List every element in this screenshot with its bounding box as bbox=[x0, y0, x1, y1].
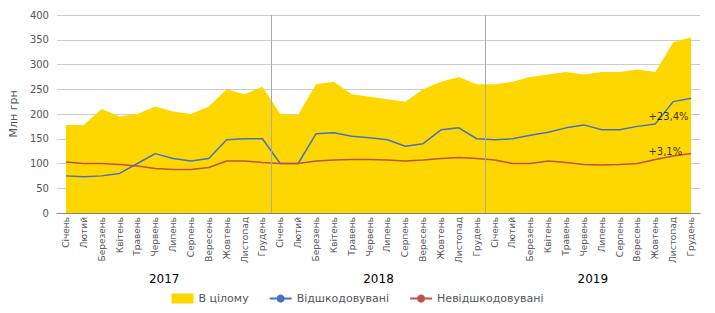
svg-text:2018: 2018 bbox=[363, 272, 394, 286]
svg-text:Серпень: Серпень bbox=[400, 217, 410, 257]
svg-text:100: 100 bbox=[30, 158, 49, 169]
svg-text:Березень: Березень bbox=[311, 217, 321, 261]
svg-text:Млн грн: Млн грн bbox=[7, 90, 20, 137]
svg-text:Лютий: Лютий bbox=[79, 217, 89, 248]
svg-text:Жовтень: Жовтень bbox=[650, 217, 660, 259]
svg-text:Червень: Червень bbox=[365, 217, 375, 256]
svg-text:50: 50 bbox=[36, 183, 49, 194]
svg-text:Липень: Липень bbox=[168, 217, 178, 252]
svg-text:200: 200 bbox=[30, 109, 49, 120]
svg-text:Березень: Березень bbox=[525, 217, 535, 261]
svg-text:Жовтень: Жовтень bbox=[436, 217, 446, 259]
svg-text:Невідшкодовувані: Невідшкодовувані bbox=[437, 292, 543, 305]
svg-text:Листопад: Листопад bbox=[454, 217, 464, 263]
svg-text:Грудень: Грудень bbox=[257, 217, 267, 256]
svg-text:Жовтень: Жовтень bbox=[222, 217, 232, 259]
svg-text:300: 300 bbox=[30, 59, 49, 70]
svg-text:Серпень: Серпень bbox=[186, 217, 196, 257]
svg-text:+23,4%: +23,4% bbox=[648, 111, 688, 122]
svg-text:Січень: Січень bbox=[61, 217, 71, 248]
svg-text:Квітень: Квітень bbox=[329, 217, 339, 253]
svg-text:Квітень: Квітень bbox=[115, 217, 125, 253]
svg-text:Березень: Березень bbox=[97, 217, 107, 261]
svg-text:0: 0 bbox=[43, 208, 49, 219]
svg-text:400: 400 bbox=[30, 10, 49, 21]
svg-text:Січень: Січень bbox=[490, 217, 500, 248]
svg-text:2017: 2017 bbox=[149, 272, 180, 286]
svg-text:350: 350 bbox=[30, 34, 49, 45]
svg-text:Серпень: Серпень bbox=[615, 217, 625, 257]
svg-text:Лютий: Лютий bbox=[293, 217, 303, 248]
svg-text:Червень: Червень bbox=[150, 217, 160, 256]
svg-text:Лютий: Лютий bbox=[507, 217, 517, 248]
svg-text:Січень: Січень bbox=[275, 217, 285, 248]
svg-text:Квітень: Квітень bbox=[543, 217, 553, 253]
svg-text:Грудень: Грудень bbox=[472, 217, 482, 256]
svg-text:Травень: Травень bbox=[561, 217, 571, 257]
svg-text:Вересень: Вересень bbox=[632, 217, 642, 262]
svg-text:Липень: Липень bbox=[597, 217, 607, 252]
svg-text:Травень: Травень bbox=[132, 217, 142, 257]
svg-text:Відшкодовувані: Відшкодовувані bbox=[297, 292, 389, 305]
svg-text:+3,1%: +3,1% bbox=[648, 146, 682, 157]
svg-text:150: 150 bbox=[30, 133, 49, 144]
svg-text:Червень: Червень bbox=[579, 217, 589, 256]
svg-text:Грудень: Грудень bbox=[686, 217, 696, 256]
svg-text:250: 250 bbox=[30, 84, 49, 95]
svg-text:Травень: Травень bbox=[347, 217, 357, 257]
svg-text:Вересень: Вересень bbox=[204, 217, 214, 262]
svg-text:Листопад: Листопад bbox=[668, 217, 678, 263]
svg-text:Липень: Липень bbox=[382, 217, 392, 252]
svg-text:Вересень: Вересень bbox=[418, 217, 428, 262]
svg-text:2019: 2019 bbox=[578, 272, 609, 286]
svg-text:Листопад: Листопад bbox=[240, 217, 250, 263]
svg-text:В цілому: В цілому bbox=[198, 292, 249, 305]
